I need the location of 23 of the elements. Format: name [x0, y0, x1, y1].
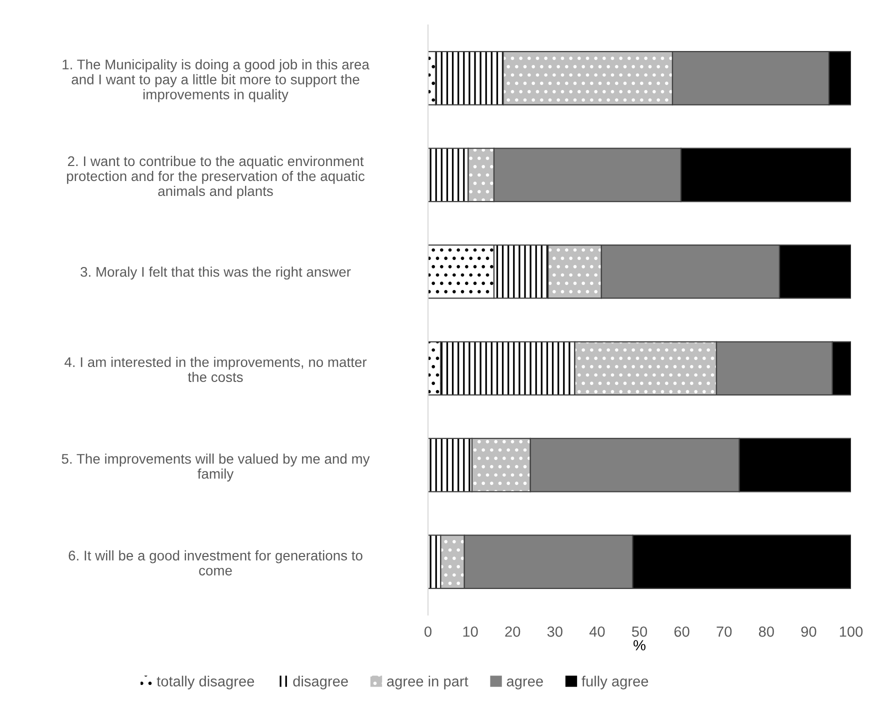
x-tick-label: 0	[424, 626, 432, 637]
y-tick-label: 1. The Municipality is doing a good job in this area and I want to pay a little bit more to support the improvements in quality	[62, 59, 370, 102]
legend-label: agree in part	[387, 676, 468, 690]
y-tick-label: 5. The improvements will be valued by me and my family	[62, 454, 370, 482]
x-tick-label: 10	[463, 626, 478, 637]
x-tick-label: 40	[589, 626, 605, 637]
x-tick-label: 100	[840, 626, 863, 637]
x-tick-label: 80	[758, 626, 774, 637]
legend-label: totally disagree	[156, 676, 254, 690]
y-tick-label: 4. I am interested in the improvements, no matter the costs	[64, 356, 367, 382]
x-axis-title: %	[634, 640, 646, 650]
y-tick-label: 6. It will be a good investment for generations to come	[68, 550, 362, 576]
x-tick-label: 70	[716, 626, 732, 637]
y-tick-label: 2. I want to contribue to the aquatic environment protection and for the preservation of the aquatic animals and plants	[67, 156, 365, 199]
legend-label: disagree	[293, 676, 348, 690]
legend-label: fully agree	[582, 676, 648, 690]
x-tick-label: 90	[801, 626, 816, 637]
x-tick-label: 60	[674, 626, 690, 637]
y-tick-label: 3. Moraly I felt that this was the right answer	[80, 266, 351, 280]
x-tick-label: 30	[547, 626, 562, 637]
x-tick-label: 50	[632, 626, 648, 637]
x-tick-label: 20	[505, 626, 520, 637]
legend-label: agree	[506, 678, 543, 690]
